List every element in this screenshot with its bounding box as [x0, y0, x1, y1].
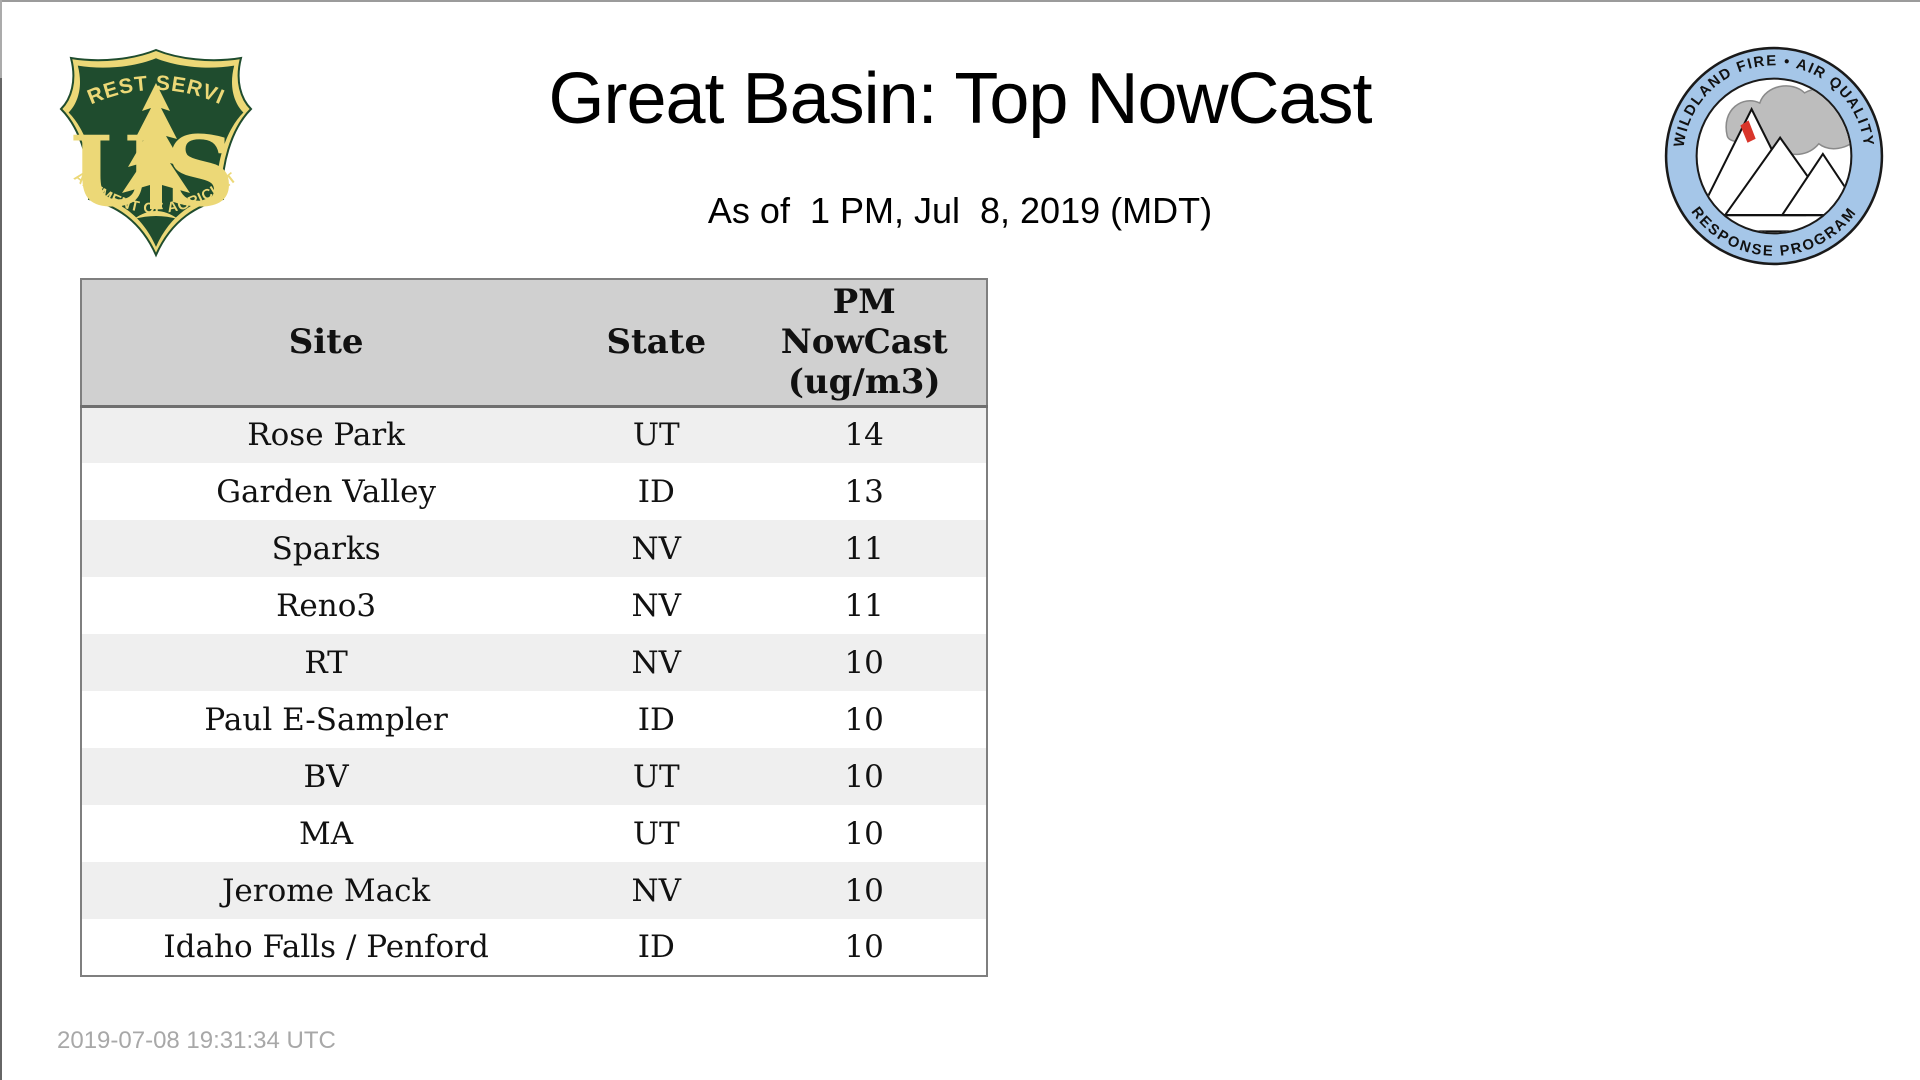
table-row: Idaho Falls / Penford ID 10	[81, 919, 987, 976]
forest-service-logo-icon: FOREST SERVICE U S DEPARTMENT OF AGRICUL…	[56, 46, 253, 258]
header-pm-nowcast: PM NowCast (ug/m3)	[742, 279, 987, 408]
pine-tree-icon	[122, 83, 190, 209]
state-cell: ID	[637, 701, 675, 738]
window-left-edge-dark	[0, 78, 2, 1080]
table-row: Reno3 NV 11	[81, 577, 987, 634]
table-row: Jerome Mack NV 10	[81, 862, 987, 919]
state-cell: ID	[637, 473, 675, 510]
value-cell: 10	[844, 701, 884, 738]
nowcast-table: Site State PM NowCast (ug/m3) Rose Park …	[80, 278, 988, 977]
window-left-edge-light	[0, 0, 2, 78]
site-cell: Rose Park	[247, 417, 405, 454]
value-cell: 14	[844, 417, 884, 454]
state-cell: UT	[632, 417, 680, 454]
value-cell: 11	[844, 587, 884, 624]
page-title: Great Basin: Top NowCast	[548, 59, 1372, 139]
value-cell: 10	[844, 758, 884, 795]
table-row: RT NV 10	[81, 634, 987, 691]
state-cell: NV	[631, 530, 682, 567]
state-cell: NV	[631, 872, 682, 909]
site-cell: MA	[299, 815, 354, 852]
header-site: Site	[81, 279, 571, 408]
site-cell: Garden Valley	[216, 473, 437, 510]
value-cell: 11	[844, 530, 884, 567]
header-state: State	[570, 279, 743, 408]
site-cell: Idaho Falls / Penford	[163, 929, 489, 965]
state-cell: UT	[632, 815, 680, 852]
flame-mark-icon	[1740, 120, 1756, 143]
state-cell: ID	[637, 929, 675, 965]
value-cell: 10	[844, 872, 884, 909]
value-cell: 13	[844, 473, 884, 510]
table-row: BV UT 10	[81, 748, 987, 805]
table-row: Sparks NV 11	[81, 520, 987, 577]
value-cell: 10	[844, 929, 884, 965]
generated-timestamp: 2019-07-08 19:31:34 UTC	[57, 1027, 336, 1054]
value-cell: 10	[844, 644, 884, 681]
site-cell: Jerome Mack	[222, 872, 431, 909]
window-top-edge	[0, 0, 1920, 2]
table-row: Garden Valley ID 13	[81, 463, 987, 520]
site-cell: BV	[303, 758, 349, 795]
state-cell: NV	[631, 644, 682, 681]
value-cell: 10	[844, 815, 884, 852]
table-row: Rose Park UT 14	[81, 406, 987, 463]
page-subtitle: As of 1 PM, Jul 8, 2019 (MDT)	[707, 190, 1213, 231]
state-cell: UT	[632, 758, 680, 795]
site-cell: Sparks	[271, 530, 381, 567]
wildland-fire-air-quality-logo-icon: WILDLAND FIRE • AIR QUALITY RESPONSE PRO…	[1664, 46, 1884, 266]
site-cell: RT	[304, 644, 348, 681]
table-row: Paul E-Sampler ID 10	[81, 691, 987, 748]
table-header: Site State PM NowCast (ug/m3)	[81, 279, 987, 408]
site-cell: Reno3	[276, 587, 377, 624]
state-cell: NV	[631, 587, 682, 624]
site-cell: Paul E-Sampler	[204, 701, 448, 738]
table-row: MA UT 10	[81, 805, 987, 862]
fs-letter-s: S	[165, 115, 234, 228]
pine-tree-mound	[134, 211, 178, 219]
